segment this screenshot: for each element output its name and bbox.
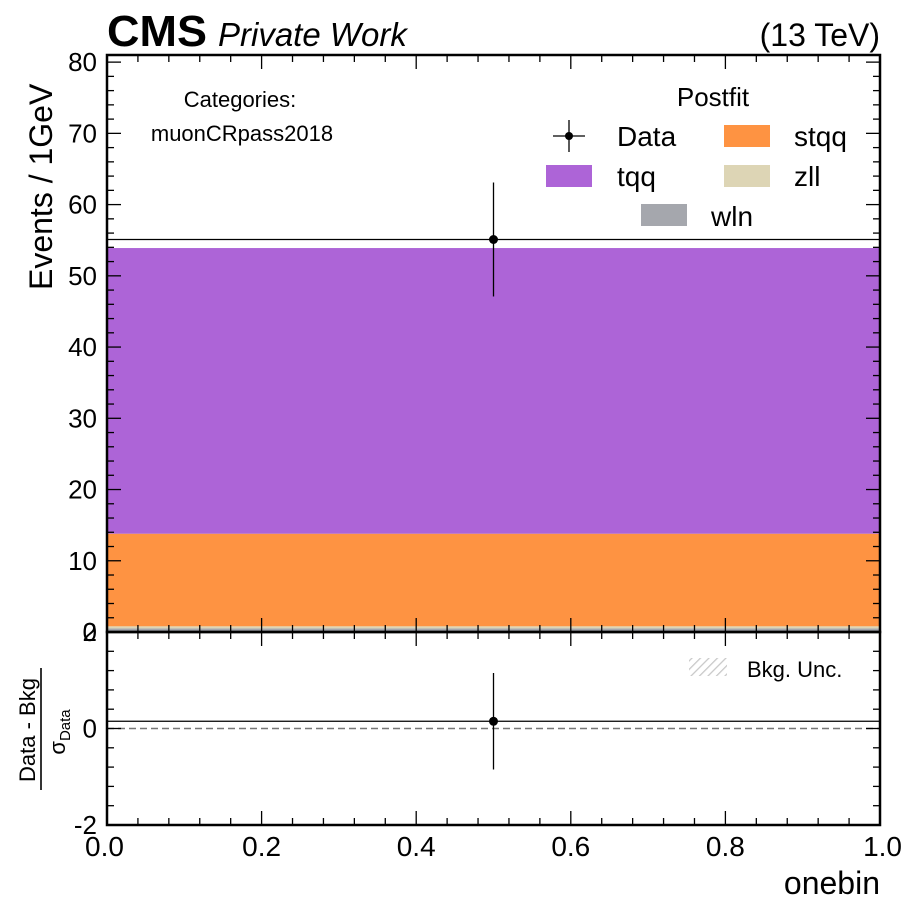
ratio-y-label-numerator: Data - Bkg — [15, 678, 40, 782]
legend-title: Postfit — [677, 82, 750, 112]
main-y-tick-label: 20 — [68, 475, 97, 505]
legend-stqq-swatch — [724, 125, 770, 147]
legend-entry-wln: wln — [641, 201, 753, 232]
ratio-y-tick-label: -2 — [74, 810, 97, 840]
x-tick-label: 0.8 — [706, 831, 745, 862]
ratio-y-label-sigma: σ — [45, 741, 70, 755]
main-overlay — [107, 182, 880, 297]
ratio-y-tick-label: 0 — [83, 714, 97, 744]
ratio-y-axis-label: Data - Bkg σData — [15, 668, 74, 790]
legend-entry-stqq: stqq — [724, 121, 847, 152]
legend-entry-data: Data — [553, 120, 677, 152]
legend-data-label: Data — [617, 121, 677, 152]
data-point — [489, 234, 498, 244]
x-tick-label: 1.0 — [863, 831, 902, 862]
status-label: Private Work — [218, 16, 408, 53]
x-tick-label: 0.6 — [551, 831, 590, 862]
bar-wln — [107, 628, 880, 632]
ratio-legend: Bkg. Unc. — [689, 657, 842, 682]
main-y-tick-label: 80 — [68, 47, 97, 77]
main-y-tick-label: 30 — [68, 403, 97, 433]
legend-data-marker-dot — [565, 132, 573, 140]
x-tick-label: 0.4 — [397, 831, 436, 862]
ratio-y-label-subscript: Data — [57, 709, 74, 741]
ratio-y-tick-label: 2 — [83, 617, 97, 647]
legend-entry-tqq: tqq — [546, 161, 656, 192]
main-y-tick-label: 10 — [68, 546, 97, 576]
legend-wln-label: wln — [710, 201, 753, 232]
bar-stqq — [107, 533, 880, 627]
main-y-tick-label: 40 — [68, 332, 97, 362]
legend-entry-zll: zll — [724, 161, 820, 192]
bar-zll — [107, 626, 880, 629]
x-tick-label: 0.2 — [242, 831, 281, 862]
experiment-label: CMS — [107, 7, 207, 56]
category-title: Categories: — [184, 87, 297, 112]
legend-zll-swatch — [724, 165, 770, 187]
x-tick-label: 0.0 — [85, 831, 124, 862]
category-name: muonCRpass2018 — [151, 121, 333, 146]
main-y-tick-label: 70 — [68, 118, 97, 148]
bkg-unc-swatch — [689, 658, 727, 676]
x-axis-label: onebin — [784, 865, 880, 901]
legend-wln-swatch — [641, 204, 687, 226]
main-y-axis-label: Events / 1GeV — [23, 83, 59, 290]
main-legend: Postfit Data stqq tqq zll wln — [546, 82, 847, 232]
legend-stqq-label: stqq — [794, 121, 847, 152]
bkg-unc-label: Bkg. Unc. — [747, 657, 842, 682]
ratio-frame — [105, 630, 882, 827]
ratio-y-label-denominator: σData — [45, 709, 74, 755]
main-y-tick-label: 60 — [68, 190, 97, 220]
ratio-point — [489, 716, 498, 726]
ratio-overlay — [107, 673, 880, 770]
energy-label: (13 TeV) — [760, 17, 880, 53]
main-y-tick-label: 0 — [83, 617, 97, 647]
legend-zll-label: zll — [794, 161, 820, 192]
main-y-tick-label: 50 — [68, 261, 97, 291]
legend-tqq-swatch — [546, 165, 592, 187]
legend-tqq-label: tqq — [617, 161, 656, 192]
stack-bars — [107, 248, 880, 632]
